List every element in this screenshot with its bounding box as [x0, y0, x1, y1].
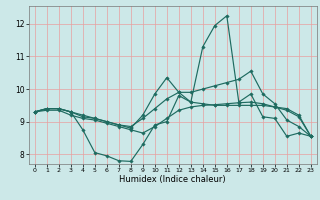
- X-axis label: Humidex (Indice chaleur): Humidex (Indice chaleur): [119, 175, 226, 184]
